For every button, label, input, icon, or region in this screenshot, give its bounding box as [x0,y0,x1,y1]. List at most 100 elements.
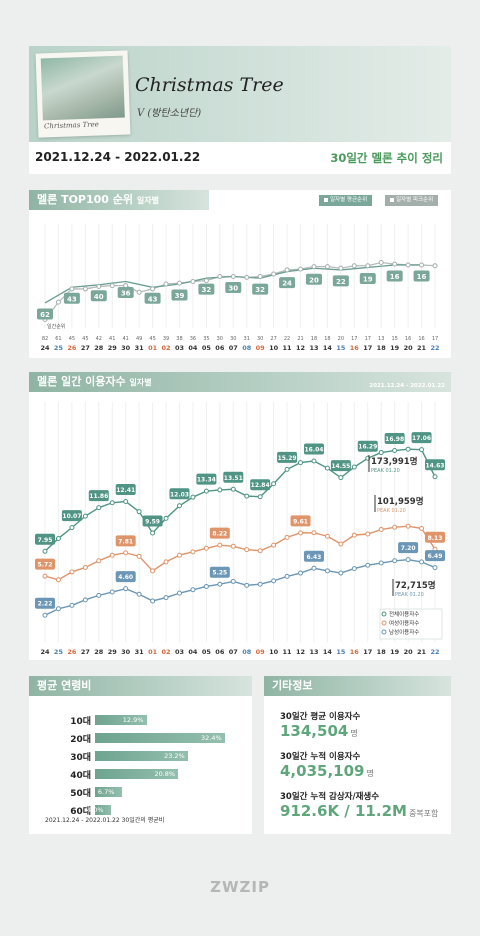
series-point [351,566,357,572]
age-title: 평균 연령비 [37,679,92,692]
album-art-image [40,55,125,121]
x-tick-label: 10 [269,648,279,656]
x-tick-label: 03 [175,648,184,656]
data-label-bg [223,471,244,483]
data-label: 4.60 [118,574,133,581]
peak-rank-value: 31 [244,336,250,342]
info-card: 기타정보 30일간 평균 이용자수 134,504 명 30일간 누적 이용자수 … [264,676,451,834]
peak-rank-value: 15 [391,336,397,342]
peak-rank-point [109,283,115,289]
data-label-bg [425,459,445,471]
users-title-small: 일자별 [129,378,152,387]
series-point [176,503,182,509]
users-period: 2021.12.24 - 2022.01.22 [369,383,445,389]
x-tick-label: 17 [363,344,372,352]
top100-card: 멜론 TOP100 순위 일자별 일자별 평균순위 일자별 피크순위 62 43 4… [29,190,451,358]
info-total-users-label: 30일간 누적 이용자수 [280,752,361,762]
series-point [365,531,371,537]
avg-rank-label-bg [279,277,296,289]
peak-rank-value: 17 [351,336,357,342]
peak-rank-value: 39 [163,336,169,342]
avg-rank-label: 43 [67,295,77,303]
peak-rank-value: 45 [82,336,88,342]
series-point [176,590,182,596]
x-tick-label: 28 [94,344,104,352]
age-bar [95,751,189,761]
header-card: Christmas Tree Christmas Tree V (방탄소년단) … [29,46,451,174]
x-tick-label: 04 [188,648,198,656]
peak-rank-value: 42 [96,336,102,342]
series-point [163,595,169,601]
avg-rank-label: 24 [282,280,292,288]
peak-rank-point [432,263,438,269]
data-label: 5.25 [212,570,227,577]
x-tick-label: 10 [269,344,279,352]
legend-swatch [390,197,394,202]
peak-rank-value: 21 [297,336,303,342]
data-label-bg [196,473,217,485]
x-tick-label: 28 [94,648,104,656]
x-tick-label: 29 [108,344,118,352]
data-label-bg [303,443,324,455]
x-tick-label: 26 [67,648,77,656]
x-tick-label: 15 [336,648,346,656]
data-label: 8.13 [428,535,443,542]
avg-rank-label: 43 [148,295,158,303]
info-avg-users-value: 134,504 명 [280,722,358,740]
data-label-bg [398,542,419,554]
data-label-bg [35,597,55,609]
x-tick-label: 27 [81,344,90,352]
data-label-bg [425,531,445,543]
info-avg-users-label: 30일간 평균 이용자수 [280,712,361,722]
series-point [284,466,290,472]
peak-rank-point [55,299,61,305]
legend-label: 일자별 피크순위 [396,197,434,203]
peak-rank-value: 17 [365,336,371,342]
x-tick-label: 30 [121,344,131,352]
info-total-users-number: 4,035,109 [280,762,365,780]
top100-title: 멜론 TOP100 순위 [37,193,134,206]
x-tick-label: 07 [229,648,238,656]
data-label-bg [330,460,351,472]
avg-rank-label-bg [332,275,349,287]
data-label-bg [425,550,445,562]
avg-rank-label-bg [171,289,188,301]
x-tick-label: 19 [390,648,400,656]
age-card: 평균 연령비 10대 12.9% 20대 32.4% 30대 23.2% 40대 20.8% 5… [29,676,252,834]
series-point [365,562,371,568]
avg-rank-label-bg [144,292,161,304]
series-point [42,573,48,579]
series-point [392,558,398,564]
peak-rank-value: 16 [405,336,411,342]
series-point [82,513,88,519]
info-plays-value: 912.6K / 11.2M 중복포함 [280,802,438,820]
peak-rank-point [365,263,371,269]
date-range: 2021.12.24 - 2022.01.22 [35,150,201,164]
x-tick-label: 01 [148,344,158,352]
series-point [311,458,317,464]
data-label-bg [115,484,136,496]
age-footnote: 2021.12.24 - 2022.01.22 30일간의 평균비 [45,817,165,824]
peak-rank-value: 27 [270,336,276,342]
peak-rank-point [298,266,304,272]
series-point [123,499,129,505]
series-point [378,527,384,533]
avg-rank-label-bg [386,270,403,282]
series-point [42,612,48,618]
x-tick-label: 31 [135,344,145,352]
series-point [217,542,223,548]
info-plays-label: 30일간 누적 감상자/재생수 [280,792,380,802]
x-tick-label: 08 [242,648,252,656]
avg-rank-label: 20 [309,276,319,284]
series-point [42,548,48,554]
series-point [257,581,263,587]
peak-rank-point [230,274,236,280]
data-label-bg [357,440,378,452]
legend-label: 일자별 평균순위 [330,197,368,203]
x-tick-label: 24 [40,648,50,656]
series-point [123,550,129,556]
series-point [271,481,277,487]
peak-date: PEAK 01.20 [395,592,424,598]
series-point [163,559,169,565]
peak-rank-point [190,278,196,284]
